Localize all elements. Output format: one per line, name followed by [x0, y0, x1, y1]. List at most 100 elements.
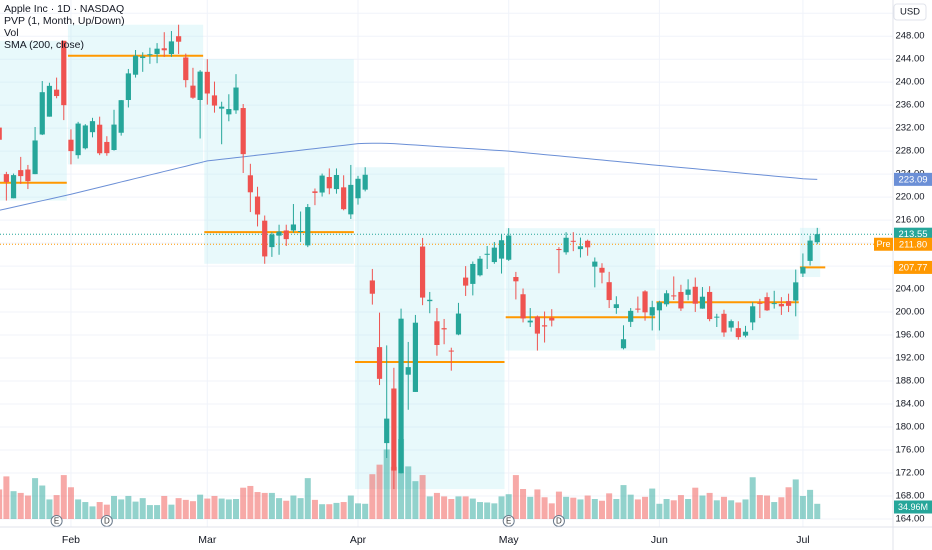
- y-tick-label: 164.00: [895, 513, 924, 524]
- volume-bar: [161, 495, 168, 519]
- candle-body: [204, 71, 210, 94]
- candle-body: [10, 175, 17, 199]
- x-tick-label: Apr: [350, 534, 367, 546]
- volume-bar: [570, 497, 577, 519]
- candle-body: [18, 170, 24, 177]
- candle-body: [771, 303, 777, 305]
- volume-bar: [311, 499, 318, 519]
- y-tick-label: 180.00: [895, 422, 924, 433]
- volume-bar: [491, 503, 498, 519]
- candle-body: [111, 124, 117, 150]
- axes: 164.00 168.00 172.00 176.00 180.00 184.00 188.…: [62, 8, 932, 546]
- volume-bar: [419, 475, 426, 519]
- y-tick-label: 228.00: [895, 146, 924, 157]
- volume-bar: [103, 504, 110, 519]
- candle-body: [305, 207, 311, 246]
- volume-bar: [17, 492, 24, 519]
- candle-body: [513, 277, 519, 282]
- x-tick-label: May: [499, 534, 520, 546]
- volume-bar: [24, 495, 31, 519]
- candle-body: [728, 321, 734, 328]
- candle-body: [276, 231, 282, 236]
- volume-bar: [807, 489, 814, 519]
- candle-body: [197, 71, 203, 100]
- y-tick-label: 236.00: [895, 100, 924, 111]
- volume-bar: [584, 495, 591, 519]
- y-tick-label: 176.00: [895, 445, 924, 456]
- volume-bar: [118, 499, 125, 519]
- candle-body: [405, 367, 411, 375]
- candle-body: [750, 306, 756, 323]
- volume-bar: [613, 499, 620, 519]
- volume-bar: [225, 499, 232, 519]
- candle-body: [656, 302, 662, 311]
- y-tick-label: 232.00: [895, 123, 924, 134]
- volume-bar: [189, 501, 196, 519]
- candle-body: [269, 234, 275, 248]
- volume-bar: [670, 500, 677, 519]
- candle-body: [742, 331, 749, 336]
- sma-line: [0, 142, 818, 211]
- candle-body: [355, 178, 361, 199]
- candle-body: [412, 322, 419, 392]
- candle-body: [0, 127, 2, 140]
- candle-body: [233, 87, 239, 111]
- volume-bar: [785, 487, 792, 519]
- volume-bar: [656, 503, 663, 519]
- candle-body: [362, 174, 368, 190]
- volume-bar: [455, 496, 462, 519]
- volume-bar: [677, 495, 684, 519]
- x-tick-label: Jun: [651, 534, 668, 546]
- event-label: E: [54, 517, 59, 526]
- volume-bar: [756, 495, 763, 519]
- candle-body: [807, 240, 813, 261]
- volume-bar: [512, 475, 519, 519]
- volume-bar: [505, 494, 512, 519]
- volume-bar: [764, 495, 771, 519]
- volume-bar: [792, 479, 799, 519]
- candle-body: [800, 267, 806, 274]
- volume-bar: [290, 495, 297, 519]
- y-tick-label: 200.00: [895, 307, 924, 318]
- candle-body: [140, 56, 146, 59]
- candle-body: [470, 263, 476, 284]
- candle-body: [384, 418, 390, 444]
- volume-bar: [53, 495, 60, 519]
- candle-body: [671, 295, 677, 297]
- candle-body: [46, 85, 53, 117]
- candle-body: [814, 234, 820, 243]
- volume-bar: [814, 503, 821, 519]
- volume-bar: [283, 500, 290, 519]
- profile-box: [656, 269, 799, 340]
- pre-tag: Pre: [876, 239, 890, 249]
- volume-bar: [469, 498, 476, 519]
- volume-bar: [634, 499, 641, 519]
- volume-bar: [304, 478, 311, 519]
- candle-body: [341, 187, 347, 210]
- volume-bar: [369, 474, 376, 519]
- volume-bar: [204, 498, 211, 519]
- candle-body: [491, 247, 497, 263]
- last-price-box: [894, 227, 932, 241]
- candle-body: [448, 350, 454, 352]
- candle-body: [104, 141, 110, 154]
- event-label: D: [556, 517, 562, 526]
- poc-price-box: [894, 260, 932, 274]
- volume-bar: [254, 492, 261, 519]
- candle-body: [61, 40, 67, 106]
- volume-bar: [527, 496, 534, 519]
- volume-bar: [799, 495, 806, 519]
- candle-body: [599, 267, 605, 273]
- volume-bar: [182, 499, 189, 519]
- volume-bar: [534, 489, 541, 519]
- candle-body: [247, 175, 253, 193]
- volume-bar: [742, 499, 749, 519]
- currency: USD: [900, 7, 920, 18]
- volume-bar: [0, 489, 3, 519]
- volume-bar: [82, 502, 89, 519]
- volume-bar: [211, 495, 218, 519]
- candle-body: [498, 240, 505, 259]
- volume-bar: [261, 492, 268, 519]
- volume-bar: [240, 487, 247, 519]
